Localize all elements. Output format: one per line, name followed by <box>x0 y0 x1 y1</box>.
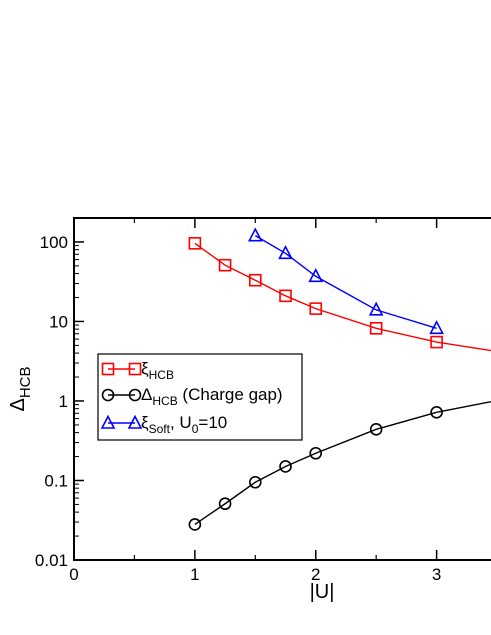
y-tick-label: 10 <box>49 312 68 331</box>
data-point <box>249 273 262 287</box>
legend-marker <box>100 414 116 429</box>
data-point <box>368 301 384 316</box>
data-point <box>430 406 443 419</box>
data-point <box>308 268 324 283</box>
series-square <box>188 237 491 352</box>
legend-label: ΔHCB (Charge gap) <box>141 385 283 408</box>
y-axis-label-main: Δ <box>7 398 29 411</box>
legend-label-sub: HCB <box>152 394 177 408</box>
legend-marker <box>101 388 115 402</box>
y-tick-label: 0.1 <box>44 471 68 490</box>
y-axis-label-sub: HCB <box>17 366 34 398</box>
series-line-extension <box>436 341 491 352</box>
data-point <box>309 302 323 315</box>
legend-item: ΔHCB (Charge gap) <box>101 385 283 408</box>
legend-label: ξHCB <box>141 359 174 382</box>
series-line <box>254 235 437 329</box>
legend-marker <box>101 362 115 376</box>
data-point <box>188 518 202 531</box>
data-point <box>279 289 292 303</box>
data-point <box>247 227 263 242</box>
series-layer <box>188 227 491 531</box>
legend-label-suffix: (Charge gap) <box>178 385 283 404</box>
legend-marker <box>127 414 143 429</box>
legend-label-main: ξ <box>141 359 149 378</box>
data-point <box>429 320 444 335</box>
y-tick-label: 1 <box>59 392 68 411</box>
legend-label-suffix-sub: 0 <box>192 422 199 436</box>
legend-label-main: ξ <box>141 413 149 432</box>
data-point <box>279 460 292 473</box>
y-tick-label: 0.01 <box>35 551 68 570</box>
legend-label-sub: Soft <box>149 422 171 436</box>
data-point <box>188 237 202 250</box>
data-point <box>309 446 323 460</box>
x-tick-label: 0 <box>69 565 78 584</box>
legend-label-sub: HCB <box>149 368 174 382</box>
plot-frame <box>73 217 491 561</box>
x-tick-label: 1 <box>190 565 199 584</box>
data-point <box>218 497 232 511</box>
plot-axes: 0 1 2 3 0.01 0.1 1 10 100 <box>35 217 491 584</box>
legend-item: ξSoft, U0=10 <box>100 413 227 436</box>
y-tick-label: 100 <box>40 233 68 252</box>
data-point <box>430 335 443 349</box>
series-circle <box>188 400 491 531</box>
legend-marker <box>128 388 142 402</box>
legend-label-main: Δ <box>141 385 152 404</box>
data-point <box>369 322 383 335</box>
series-line-extension <box>436 400 491 413</box>
data-point <box>278 245 293 260</box>
series-line <box>194 411 437 526</box>
series-line <box>194 242 437 343</box>
x-tick-label: 2 <box>311 565 320 584</box>
legend-label-suffix-tail: =10 <box>198 413 227 432</box>
legend-marker <box>128 362 142 376</box>
data-point <box>369 423 383 436</box>
data-point <box>218 258 232 272</box>
series-triangle <box>247 227 444 335</box>
axis-labels: |U|ΔHCB <box>7 366 334 603</box>
legend-label: ξSoft, U0=10 <box>141 413 227 436</box>
legend-label-suffix: , U <box>170 413 192 432</box>
data-point <box>249 475 262 489</box>
legend-item: ξHCB <box>101 359 174 382</box>
x-axis-label: |U| <box>310 581 335 603</box>
x-tick-label: 3 <box>432 565 441 584</box>
y-axis-label: ΔHCB <box>7 366 34 411</box>
